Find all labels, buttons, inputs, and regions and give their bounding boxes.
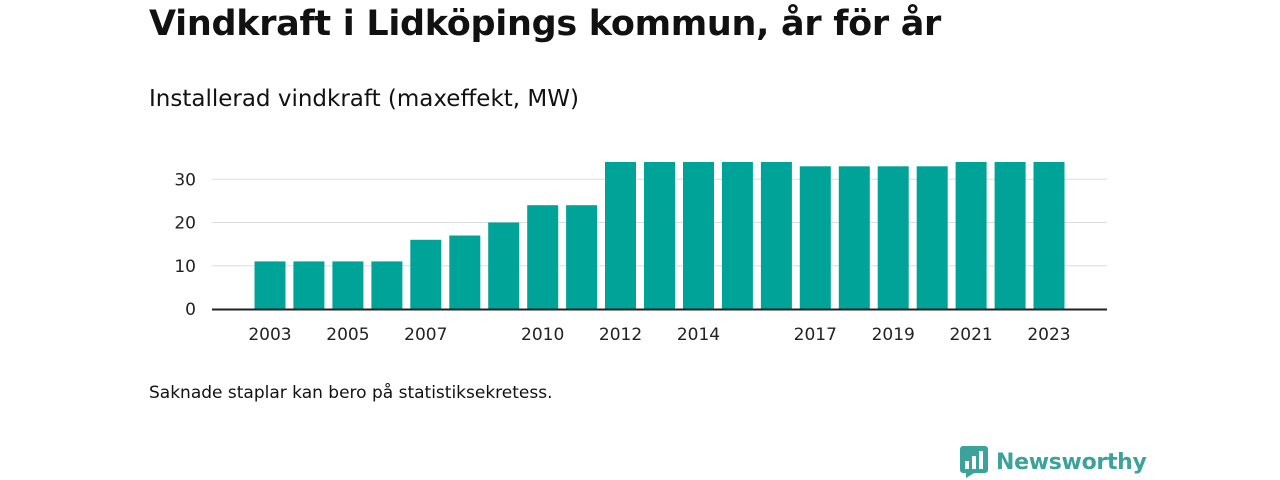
x-tick-labels: 2003 2005 2007 2010 2012 2014 2017 2019 2021 2023 [248, 325, 1070, 345]
chart-title: Vindkraft i Lidköpings kommun, år för år [149, 4, 941, 44]
bar-2007 [410, 239, 442, 309]
x-tick-label: 2017 [794, 325, 837, 345]
newsworthy-logo-icon [960, 446, 988, 478]
y-tick-label: 30 [174, 170, 196, 190]
x-tick-label: 2012 [599, 325, 642, 345]
y-tick-label: 20 [174, 214, 196, 234]
brand-logo: Newsworthy [960, 446, 1147, 478]
x-tick-label: 2005 [326, 325, 369, 345]
bar-2017 [799, 166, 831, 309]
bar-2010 [527, 205, 559, 309]
x-tick-label: 2019 [872, 325, 915, 345]
bar-2023 [1033, 162, 1065, 309]
bar-2011 [566, 205, 598, 309]
bar-2005 [332, 261, 364, 309]
bar-2022 [994, 162, 1026, 309]
bar-2019 [877, 166, 909, 309]
bar-2009 [488, 222, 520, 309]
x-tick-label: 2023 [1027, 325, 1070, 345]
y-tick-labels: 0 10 20 30 [174, 170, 196, 320]
bar-2015 [721, 162, 753, 309]
chart-subtitle: Installerad vindkraft (maxeffekt, MW) [149, 86, 579, 112]
bar-2020 [916, 166, 948, 309]
x-tick-label: 2021 [949, 325, 992, 345]
bar-2016 [760, 162, 792, 309]
y-tick-label: 0 [185, 300, 196, 320]
bar-2018 [838, 166, 870, 309]
y-tick-label: 10 [174, 257, 196, 277]
bars [254, 162, 1065, 309]
bar-2006 [371, 261, 403, 309]
x-tick-label: 2010 [521, 325, 564, 345]
bar-2004 [293, 261, 325, 309]
x-tick-label: 2003 [248, 325, 291, 345]
footnote: Saknade staplar kan bero på statistiksek… [149, 383, 553, 403]
bar-2012 [605, 162, 636, 309]
bar-2021 [955, 162, 987, 309]
bar-2014 [683, 162, 714, 309]
brand-name: Newsworthy [996, 449, 1147, 475]
bar-2003 [254, 261, 286, 309]
x-tick-label: 2014 [677, 325, 720, 345]
bar-2013 [644, 162, 675, 309]
bar-2008 [449, 235, 481, 309]
x-tick-label: 2007 [404, 325, 447, 345]
